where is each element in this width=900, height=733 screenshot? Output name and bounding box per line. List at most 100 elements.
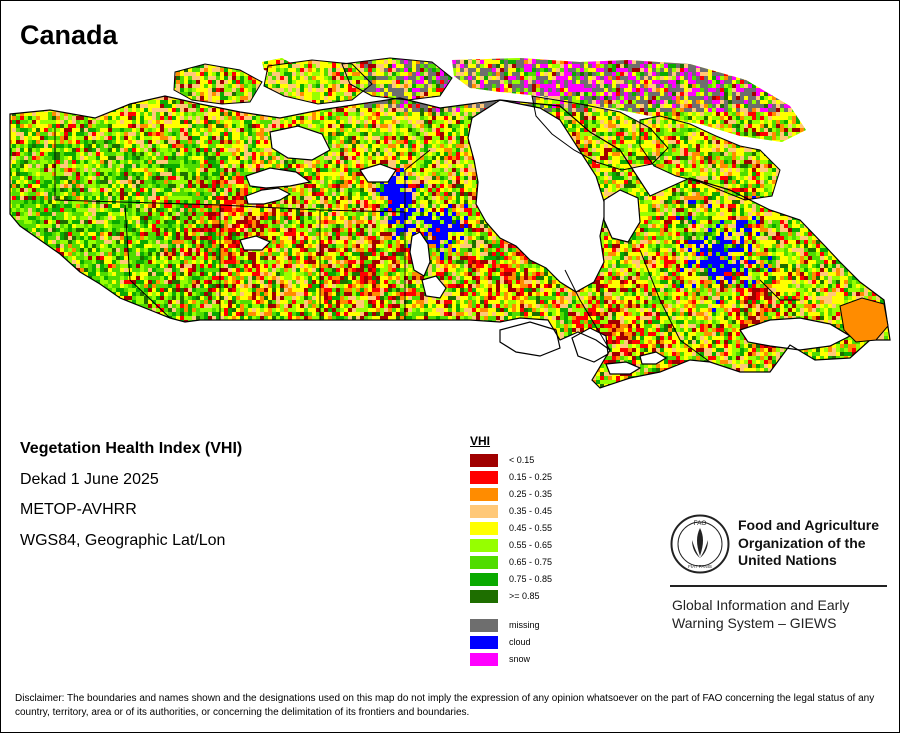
vhi-pixel [448, 136, 452, 140]
vhi-pixel [236, 100, 240, 104]
vhi-pixel [784, 116, 788, 120]
vhi-pixel [256, 132, 260, 136]
vhi-pixel [620, 64, 624, 68]
vhi-pixel [292, 72, 296, 76]
vhi-pixel [212, 76, 216, 80]
vhi-pixel [100, 144, 104, 148]
vhi-pixel [632, 104, 636, 108]
vhi-pixel [712, 112, 716, 116]
vhi-pixel [168, 72, 172, 76]
vhi-pixel [64, 96, 68, 100]
vhi-pixel [780, 108, 784, 112]
vhi-pixel [10, 132, 12, 136]
vhi-pixel [172, 136, 176, 140]
vhi-pixel [80, 96, 84, 100]
vhi-pixel [368, 64, 372, 68]
vhi-pixel [584, 136, 588, 140]
vhi-pixel [132, 136, 136, 140]
vhi-pixel [652, 58, 656, 60]
vhi-pixel [528, 72, 532, 76]
vhi-pixel [420, 120, 424, 124]
vhi-pixel [868, 108, 872, 112]
vhi-pixel [80, 136, 84, 140]
vhi-pixel [444, 116, 448, 120]
vhi-pixel [796, 112, 800, 116]
vhi-pixel [456, 128, 460, 132]
vhi-pixel [416, 76, 420, 80]
vhi-pixel [844, 132, 848, 136]
vhi-pixel [572, 68, 576, 72]
vhi-pixel [676, 88, 680, 92]
vhi-pixel [260, 120, 264, 124]
vhi-pixel [328, 92, 332, 96]
vhi-pixel [32, 72, 36, 76]
vhi-pixel [68, 72, 72, 76]
vhi-pixel [756, 84, 760, 88]
vhi-pixel [884, 112, 888, 116]
vhi-pixel [160, 112, 164, 116]
vhi-pixel [736, 124, 740, 128]
vhi-pixel [440, 128, 444, 132]
vhi-pixel [756, 116, 760, 120]
vhi-pixel [168, 132, 172, 136]
vhi-pixel [576, 108, 580, 112]
vhi-pixel [848, 58, 852, 60]
vhi-pixel [52, 80, 56, 84]
vhi-pixel [836, 140, 840, 144]
vhi-pixel [60, 132, 64, 136]
vhi-pixel [204, 72, 208, 76]
vhi-pixel [344, 108, 348, 112]
vhi-pixel [168, 136, 172, 140]
vhi-pixel [324, 76, 328, 80]
vhi-pixel [712, 80, 716, 84]
vhi-pixel [248, 144, 252, 148]
vhi-pixel [188, 128, 192, 132]
vhi-pixel [312, 80, 316, 84]
vhi-pixel [392, 76, 396, 80]
vhi-pixel [304, 116, 308, 120]
vhi-pixel [144, 58, 148, 60]
vhi-pixel [496, 96, 500, 100]
vhi-pixel [776, 58, 780, 60]
vhi-pixel [356, 144, 360, 148]
vhi-pixel [452, 128, 456, 132]
vhi-pixel [108, 80, 112, 84]
vhi-pixel [744, 132, 748, 136]
vhi-pixel [388, 72, 392, 76]
vhi-pixel [40, 140, 44, 144]
vhi-pixel [440, 58, 444, 60]
vhi-pixel [160, 132, 164, 136]
vhi-pixel [384, 108, 388, 112]
vhi-pixel [168, 124, 172, 128]
vhi-pixel [164, 120, 168, 124]
vhi-pixel [508, 64, 512, 68]
vhi-pixel [888, 64, 890, 68]
vhi-pixel [52, 84, 56, 88]
vhi-pixel [328, 144, 332, 148]
vhi-pixel [768, 92, 772, 96]
vhi-pixel [752, 72, 756, 76]
vhi-pixel [200, 58, 204, 60]
vhi-pixel [24, 100, 28, 104]
vhi-pixel [356, 116, 360, 120]
vhi-pixel [348, 92, 352, 96]
vhi-pixel [16, 80, 20, 84]
vhi-pixel [192, 124, 196, 128]
vhi-pixel [860, 140, 864, 144]
vhi-pixel [604, 88, 608, 92]
vhi-pixel [80, 132, 84, 136]
vhi-pixel [680, 136, 684, 140]
vhi-pixel [216, 92, 220, 96]
vhi-pixel [296, 76, 300, 80]
vhi-pixel [724, 72, 728, 76]
vhi-pixel [396, 108, 400, 112]
vhi-pixel [24, 124, 28, 128]
vhi-pixel [384, 120, 388, 124]
vhi-pixel [48, 80, 52, 84]
vhi-pixel [728, 100, 732, 104]
vhi-pixel [768, 80, 772, 84]
vhi-pixel [468, 112, 472, 116]
vhi-pixel [304, 88, 308, 92]
vhi-pixel [864, 88, 868, 92]
vhi-pixel [512, 68, 516, 72]
